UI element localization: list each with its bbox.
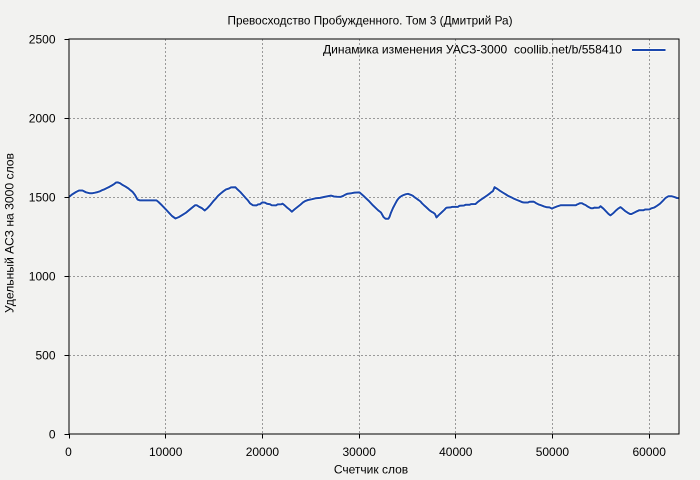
svg-text:Удельный АСЗ на 3000 слов: Удельный АСЗ на 3000 слов	[3, 153, 17, 313]
svg-text:10000: 10000	[149, 445, 183, 459]
svg-text:30000: 30000	[343, 445, 377, 459]
svg-text:0: 0	[49, 428, 56, 442]
svg-text:20000: 20000	[246, 445, 280, 459]
svg-text:Динамика изменения УАСЗ-3000: Динамика изменения УАСЗ-3000 coollib.net…	[323, 43, 622, 57]
svg-text:2500: 2500	[29, 33, 56, 47]
svg-text:Превосходство Пробужденного. Т: Превосходство Пробужденного. Том 3 (Дмит…	[228, 14, 513, 28]
svg-text:50000: 50000	[536, 445, 570, 459]
svg-text:40000: 40000	[439, 445, 473, 459]
svg-text:60000: 60000	[633, 445, 667, 459]
svg-text:1500: 1500	[29, 191, 56, 205]
svg-text:0: 0	[65, 445, 72, 459]
svg-text:2000: 2000	[29, 112, 56, 126]
svg-text:1000: 1000	[29, 270, 56, 284]
svg-text:500: 500	[35, 349, 55, 363]
svg-text:Счетчик слов: Счетчик слов	[334, 463, 408, 477]
